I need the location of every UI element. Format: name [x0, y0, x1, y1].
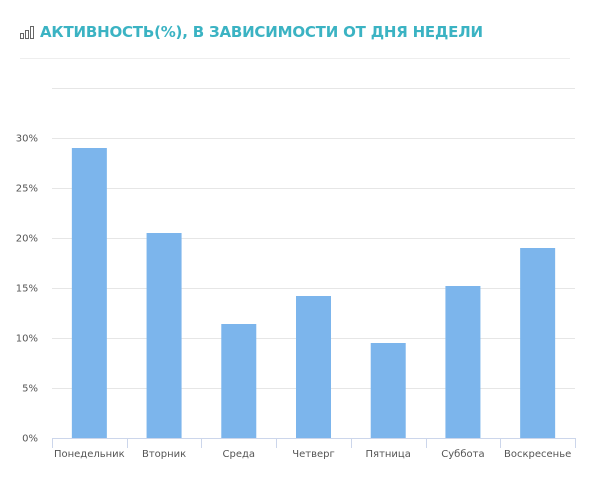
y-tick-label: 0%: [22, 434, 38, 445]
bars: [71, 148, 556, 438]
grid-lines: [52, 88, 575, 389]
y-tick-label: 15%: [16, 284, 38, 295]
x-tick-label: Среда: [223, 449, 256, 460]
chart-header: АКТИВНОСТЬ(%), В ЗАВИСИМОСТИ ОТ ДНЯ НЕДЕ…: [20, 20, 483, 44]
bar: [370, 343, 406, 438]
x-tick-label: Пятница: [366, 449, 411, 460]
x-axis: [52, 438, 576, 448]
y-tick-label: 5%: [22, 384, 38, 395]
x-tick-label: Понедельник: [54, 449, 125, 460]
bar-chart-icon: [20, 25, 34, 39]
x-axis-labels: Понедельник Вторник Среда Четверг Пятница Суб…: [54, 449, 571, 460]
chart-title: АКТИВНОСТЬ(%), В ЗАВИСИМОСТИ ОТ ДНЯ НЕДЕ…: [40, 23, 483, 41]
x-tick-label: Воскресенье: [504, 449, 571, 460]
bar: [71, 148, 107, 438]
bar: [296, 296, 331, 438]
y-axis-labels: 0% 5% 10% 15% 20% 25% 30%: [16, 134, 38, 445]
bar: [146, 233, 182, 438]
y-tick-label: 25%: [16, 184, 38, 195]
x-tick-label: Суббота: [441, 449, 484, 460]
header-divider: [20, 58, 570, 59]
y-tick-label: 30%: [16, 134, 38, 145]
bar: [445, 286, 481, 438]
y-tick-label: 20%: [16, 234, 38, 245]
x-tick-label: Четверг: [292, 449, 334, 460]
y-tick-label: 10%: [16, 334, 38, 345]
bar: [520, 248, 556, 438]
x-tick-label: Вторник: [142, 449, 186, 460]
bar: [221, 324, 257, 438]
